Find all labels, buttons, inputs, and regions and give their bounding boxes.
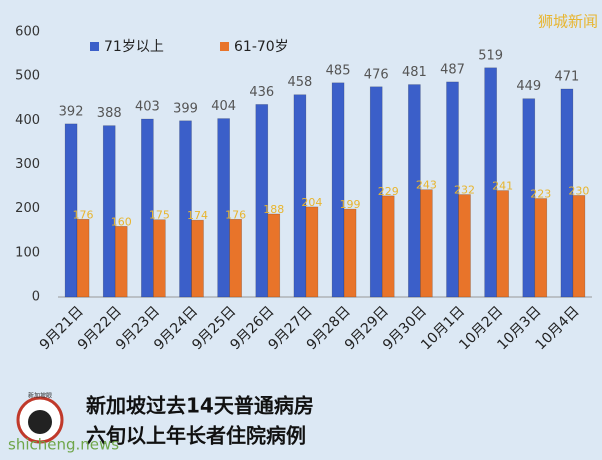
value-label: 476 — [364, 67, 389, 82]
value-label: 487 — [440, 62, 465, 77]
y-tick-label: 300 — [15, 157, 40, 172]
value-label: 403 — [135, 100, 160, 115]
value-label: 160 — [111, 215, 132, 228]
value-label: 174 — [187, 209, 208, 222]
value-label: 399 — [173, 101, 198, 116]
bar — [560, 88, 574, 298]
value-label: 176 — [73, 208, 94, 221]
value-label: 232 — [454, 184, 475, 197]
value-label: 229 — [378, 185, 399, 198]
legend-swatch — [90, 42, 99, 51]
value-label: 471 — [555, 69, 580, 84]
bar — [343, 208, 357, 298]
y-tick-label: 100 — [15, 245, 40, 260]
bar — [217, 118, 230, 298]
bar — [458, 194, 471, 298]
value-label: 188 — [263, 203, 284, 216]
value-label: 388 — [97, 106, 122, 121]
value-label: 519 — [478, 48, 503, 63]
chart-title: 新加坡过去14天普通病房 — [86, 394, 314, 418]
source: shicheng.news — [8, 436, 119, 454]
bar — [179, 120, 192, 298]
legend-label: 71岁以上 — [104, 39, 164, 55]
value-label: 241 — [492, 180, 513, 193]
bar — [114, 226, 128, 298]
y-tick-label: 600 — [15, 25, 40, 40]
value-label: 243 — [416, 179, 437, 192]
bar — [76, 218, 90, 298]
bar — [446, 81, 459, 298]
y-tick-label: 500 — [15, 69, 40, 84]
bar — [534, 198, 548, 298]
y-tick-label: 200 — [15, 201, 40, 216]
bar — [420, 189, 433, 298]
value-label: 176 — [225, 208, 246, 221]
bar — [381, 195, 395, 298]
y-tick-label: 400 — [15, 113, 40, 128]
chart-subtitle: 六旬以上年长者住院病例 — [86, 424, 306, 448]
bar — [255, 104, 269, 298]
y-tick-label: 0 — [32, 290, 40, 305]
value-label: 404 — [211, 99, 236, 114]
value-label: 230 — [568, 184, 589, 197]
logo-text: 新加坡眼 — [28, 392, 52, 400]
bar — [64, 123, 78, 298]
bar — [331, 82, 345, 298]
bar — [267, 213, 281, 298]
value-label: 223 — [530, 188, 551, 201]
bar — [191, 219, 204, 298]
value-label: 204 — [301, 196, 322, 209]
bar — [102, 125, 116, 298]
bar — [572, 195, 586, 298]
legend-label: 61-70岁 — [234, 39, 289, 55]
value-label: 199 — [340, 198, 361, 211]
logo-eye — [28, 410, 52, 434]
bar — [293, 94, 307, 298]
value-label: 458 — [288, 75, 313, 90]
bar — [229, 218, 242, 298]
value-label: 481 — [402, 65, 427, 80]
bar — [522, 98, 536, 298]
value-label: 485 — [326, 63, 351, 78]
bar — [484, 67, 497, 298]
bar — [305, 206, 319, 298]
legend-swatch — [220, 42, 229, 51]
value-label: 449 — [516, 79, 541, 94]
bar — [141, 118, 154, 298]
bar — [369, 86, 383, 298]
watermark: 狮城新闻 — [538, 13, 598, 31]
bar — [496, 190, 509, 298]
bar — [153, 219, 166, 298]
value-label: 436 — [249, 85, 274, 100]
value-label: 392 — [59, 104, 84, 119]
value-label: 175 — [149, 209, 170, 222]
